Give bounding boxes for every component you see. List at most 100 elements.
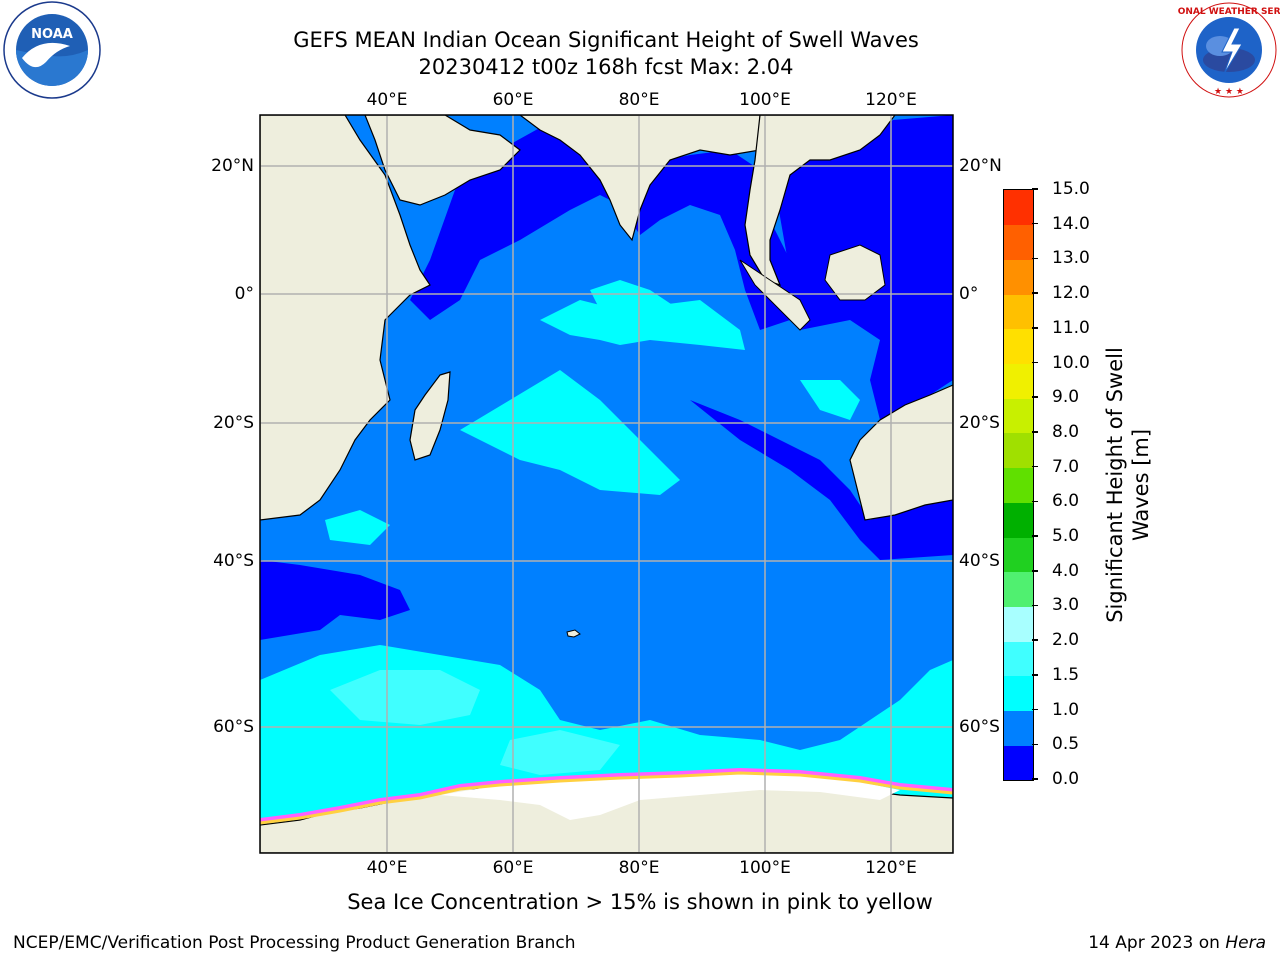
colorbar-segment — [1004, 571, 1033, 607]
sea-ice-caption: Sea Ice Concentration > 15% is shown in … — [347, 890, 933, 914]
colorbar-label: 6.0 — [1052, 491, 1080, 512]
lon-tick-top-120e: 120°E — [865, 90, 917, 110]
borneo-island — [824, 244, 886, 301]
footer-credit: NCEP/EMC/Verification Post Processing Pr… — [13, 933, 576, 953]
lon-tick-bottom-60e: 60°E — [492, 858, 534, 878]
colorbar-segment — [1004, 363, 1033, 399]
lon-tick-top-40e: 40°E — [366, 90, 408, 110]
svg-text:★ ★ ★: ★ ★ ★ — [1214, 87, 1244, 97]
lon-tick-bottom-120e: 120°E — [865, 858, 917, 878]
colorbar-segment — [1004, 606, 1033, 642]
colorbar-label: 7.0 — [1052, 456, 1080, 477]
colorbar-tick — [1032, 222, 1038, 225]
lat-tick-right-60s: 60°S — [959, 717, 1000, 737]
colorbar-label: 0.0 — [1052, 769, 1080, 789]
lat-tick-right-0: 0° — [959, 284, 979, 304]
noaa-logo-text: NOAA — [31, 27, 73, 42]
colorbar-segment — [1004, 190, 1033, 226]
colorbar-label: 3.0 — [1052, 595, 1080, 616]
arabian-peninsula-landmass — [364, 115, 521, 206]
sea-ice-edge-yellow — [260, 771, 953, 825]
colorbar-segment — [1004, 467, 1033, 503]
high-swell-southern-patch-2 — [500, 730, 620, 775]
colorbar-tick — [1032, 292, 1038, 294]
lat-tick-left-40s: 40°S — [213, 551, 254, 571]
colorbar-segment — [1004, 259, 1033, 295]
australia-landmass — [849, 384, 953, 521]
colorbar — [1003, 189, 1034, 781]
colorbar-segment — [1004, 398, 1033, 434]
colorbar-segment — [1004, 502, 1033, 538]
colorbar-title-line1: Significant Height of Swell — [1103, 347, 1127, 623]
colorbar-label: 11.0 — [1052, 317, 1090, 338]
colorbar-tick — [1032, 465, 1038, 468]
colorbar-label: 15.0 — [1052, 179, 1090, 199]
colorbar-segment — [1004, 745, 1033, 781]
colorbar-label: 10.0 — [1052, 352, 1090, 373]
colorbar-segment — [1004, 294, 1033, 330]
sumatra-island — [739, 259, 811, 331]
colorbar-label: 12.0 — [1052, 283, 1090, 304]
colorbar-title: Significant Height of Swell Waves [m] — [1102, 347, 1154, 623]
lon-tick-bottom-40e: 40°E — [366, 858, 408, 878]
colorbar-tick — [1032, 743, 1038, 746]
colorbar-label: 2.0 — [1052, 630, 1080, 651]
kerguelen-island — [566, 629, 581, 638]
colorbar-label: 1.0 — [1052, 699, 1080, 720]
lon-tick-top-100e: 100°E — [739, 90, 791, 110]
colorbar-tick — [1032, 361, 1038, 364]
map-gridlines — [260, 115, 953, 853]
lat-tick-right-20s: 20°S — [959, 413, 1000, 433]
lat-tick-right-20n: 20°N — [959, 156, 1002, 176]
footer-host: Hera — [1225, 933, 1266, 953]
noaa-logo: NOAA — [3, 1, 101, 99]
footer-date: 14 Apr 2023 on Hera — [1088, 933, 1266, 953]
colorbar-label: 1.5 — [1052, 664, 1080, 685]
lat-tick-left-0: 0° — [234, 284, 254, 304]
footer-date-text: 14 Apr 2023 on — [1088, 933, 1226, 953]
colorbar-tick — [1032, 778, 1038, 780]
colorbar-segment — [1004, 224, 1033, 260]
colorbar-tick — [1032, 639, 1038, 641]
sea-ice-shelf — [440, 772, 900, 820]
chart-title: GEFS MEAN Indian Ocean Significant Heigh… — [293, 28, 919, 52]
colorbar-tick — [1032, 431, 1038, 433]
lon-tick-top-60e: 60°E — [492, 90, 534, 110]
colorbar-label: 4.0 — [1052, 560, 1080, 581]
moderate-swell-band-2 — [460, 370, 680, 495]
colorbar-segment — [1004, 641, 1033, 677]
lon-tick-top-80e: 80°E — [618, 90, 660, 110]
colorbar-tick — [1032, 396, 1038, 398]
colorbar-tick — [1032, 708, 1038, 711]
colorbar-tick — [1032, 535, 1038, 537]
moderate-swell-band-3 — [590, 280, 700, 340]
lat-tick-left-60s: 60°S — [213, 717, 254, 737]
lon-tick-bottom-80e: 80°E — [618, 858, 660, 878]
svg-text:NATIONAL WEATHER SERVICE: NATIONAL WEATHER SERVICE — [1178, 7, 1280, 17]
colorbar-label: 5.0 — [1052, 526, 1080, 547]
colorbar-tick — [1032, 327, 1038, 329]
moderate-swell-band-5 — [325, 510, 390, 545]
southeast-asia-landmass — [744, 115, 896, 286]
nws-logo: NATIONAL WEATHER SERVICE ★ ★ ★ — [1178, 2, 1280, 98]
sea-ice-edge-pink — [260, 767, 953, 822]
colorbar-segment — [1004, 675, 1033, 712]
colorbar-tick — [1032, 188, 1038, 190]
low-swell-region-north — [410, 125, 800, 330]
colorbar-label: 0.5 — [1052, 734, 1080, 755]
lat-tick-left-20s: 20°S — [213, 413, 254, 433]
lat-tick-left-20n: 20°N — [211, 156, 254, 176]
colorbar-segment — [1004, 432, 1033, 469]
lon-tick-bottom-100e: 100°E — [739, 858, 791, 878]
colorbar-segment — [1004, 710, 1033, 746]
colorbar-tick — [1032, 500, 1038, 503]
colorbar-label: 8.0 — [1052, 421, 1080, 442]
colorbar-tick — [1032, 674, 1038, 676]
colorbar-segment — [1004, 537, 1033, 573]
map-plot-area — [260, 115, 953, 853]
moderate-swell-band-4 — [800, 380, 860, 420]
indian-subcontinent-landmass — [519, 115, 761, 242]
low-swell-region-australia — [690, 400, 953, 560]
colorbar-label: 14.0 — [1052, 213, 1090, 234]
low-swell-region-southwest — [260, 560, 410, 640]
